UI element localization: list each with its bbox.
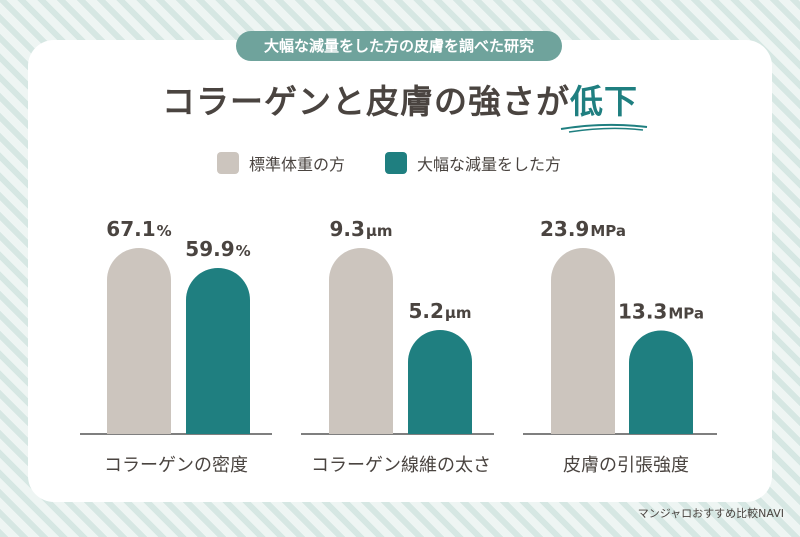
title-underline (560, 123, 648, 133)
value-label-1-weight-loss: 59.9% (185, 237, 250, 261)
bar-1-weight-loss (186, 267, 250, 434)
value-number: 59.9 (185, 237, 234, 261)
page-title: コラーゲンと皮膚の強さが低下 (0, 75, 800, 123)
chart-panel-1: 67.1%59.9%コラーゲンの密度 (80, 217, 272, 476)
value-label-1-standard: 67.1% (106, 217, 171, 241)
bar-1-standard (107, 248, 171, 434)
value-number: 23.9 (540, 217, 589, 241)
value-unit: MPa (668, 304, 704, 322)
value-unit: % (236, 242, 251, 260)
legend-item-standard: 標準体重の方 (217, 148, 345, 178)
footer-credit: マンジャロおすすめ比較NAVI (637, 507, 784, 520)
value-number: 9.3 (329, 217, 364, 241)
legend: 標準体重の方 大幅な減量をした方 (0, 148, 800, 178)
bar-3-standard (551, 248, 615, 434)
value-unit: % (157, 222, 172, 240)
value-label-2-standard: 9.3μm (329, 217, 392, 241)
category-label-2: コラーゲン線維の太さ (311, 455, 491, 476)
title-accent: 低下 (570, 82, 638, 121)
value-number: 67.1 (106, 217, 155, 241)
legend-item-weight-loss: 大幅な減量をした方 (385, 148, 561, 178)
bar-3-weight-loss (629, 330, 693, 434)
value-number: 5.2 (408, 299, 443, 323)
category-label-3: 皮膚の引張強度 (563, 455, 689, 476)
study-badge: 大幅な減量をした方の皮膚を調べた研究 (236, 31, 562, 61)
value-label-3-standard: 23.9MPa (540, 217, 626, 241)
bar-2-weight-loss (408, 330, 472, 434)
value-label-2-weight-loss: 5.2μm (408, 299, 471, 323)
value-number: 13.3 (618, 299, 667, 323)
legend-label-weight-loss: 大幅な減量をした方 (417, 155, 562, 174)
legend-swatch-weight-loss (385, 152, 407, 174)
bar-2-standard (329, 248, 393, 434)
legend-label-standard: 標準体重の方 (249, 155, 346, 174)
title-main: コラーゲンと皮膚の強さが (162, 82, 570, 121)
value-unit: μm (445, 304, 472, 322)
category-label-1: コラーゲンの密度 (104, 455, 248, 476)
value-label-3-weight-loss: 13.3MPa (618, 299, 704, 323)
value-unit: μm (366, 222, 393, 240)
legend-swatch-standard (217, 152, 239, 174)
value-unit: MPa (590, 222, 626, 240)
